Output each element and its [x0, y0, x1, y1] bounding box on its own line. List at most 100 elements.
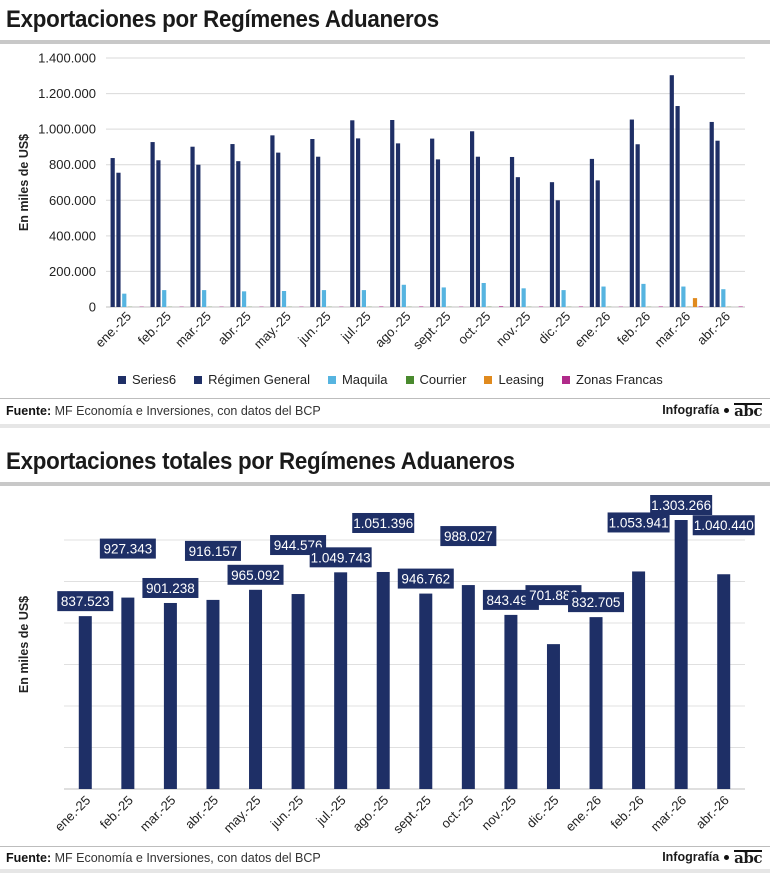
x-tick-label: mar.-26	[651, 309, 693, 351]
bar-r-gimen-general	[316, 156, 321, 307]
bar-r-gimen-general	[675, 106, 680, 307]
total-bar	[717, 574, 731, 789]
data-label-box	[309, 547, 372, 568]
x-tick-label: jul.-25	[312, 793, 348, 829]
data-label: 837.523	[61, 594, 110, 609]
top-source-text: MF Economía e Inversiones, con datos del…	[54, 404, 321, 418]
legend-label: Zonas Francas	[576, 372, 663, 387]
top-credit-text: Infografía	[662, 403, 720, 417]
top-title-rule	[0, 40, 770, 44]
bar-series6	[230, 144, 235, 307]
top-credit: Infografía abc	[662, 402, 762, 420]
legend-label: Courrier	[419, 372, 467, 387]
bar-series6	[310, 139, 315, 307]
total-bar	[376, 571, 390, 789]
total-bar	[121, 597, 135, 789]
y-tick-label: 1.200.000	[38, 86, 96, 101]
x-tick-label: abr.-25	[182, 793, 221, 832]
legend-item: Maquila	[327, 372, 388, 387]
bar-r-gimen-general	[475, 156, 481, 307]
x-tick-label: mar.-26	[648, 793, 690, 835]
bottom-chart-title: Exportaciones totales por Regímenes Adua…	[6, 448, 515, 475]
bar-zonas-francas	[538, 306, 544, 307]
data-label-box	[568, 592, 625, 613]
x-tick-label: ene.-25	[52, 793, 94, 835]
bar-r-gimen-general	[355, 138, 361, 307]
y-axis-label: En miles de US$	[17, 596, 31, 693]
legend-swatch	[118, 375, 126, 384]
bar-zonas-francas	[578, 306, 584, 307]
data-label-box	[650, 495, 713, 515]
bottom-source: Fuente: MF Economía e Inversiones, con d…	[6, 851, 321, 865]
x-tick-label: ago.-25	[372, 309, 414, 351]
bar-maquila	[641, 283, 646, 307]
bottom-credit-text: Infografía	[662, 850, 720, 864]
bar-series6	[110, 158, 115, 307]
abc-logo: abc	[734, 402, 762, 420]
total-bar	[163, 602, 177, 789]
y-tick-label: 200.000	[49, 264, 96, 279]
legend-swatch	[194, 375, 203, 384]
x-tick-label: sept.-25	[410, 309, 454, 353]
bar-series6	[350, 120, 355, 307]
legend-item: Leasing	[484, 372, 544, 387]
total-bar	[632, 571, 646, 789]
y-tick-label: 1.000.000	[38, 122, 96, 137]
data-label: 965.092	[231, 568, 280, 583]
top-bar-chart: 0 200.000 400.000 600.000 800.000 1.000.000 1.…	[17, 51, 745, 353]
data-label: 927.343	[103, 542, 152, 557]
legend-swatch	[562, 375, 571, 384]
total-bar	[461, 585, 475, 789]
legend-label: Series6	[132, 372, 177, 387]
x-tick-label: abr.-26	[693, 793, 732, 832]
data-label-box	[397, 568, 454, 589]
legend-item: Courrier	[405, 372, 467, 387]
bar-maquila	[401, 284, 406, 307]
bar-maquila	[681, 286, 686, 307]
legend-swatch	[327, 375, 336, 384]
bar-series6	[430, 138, 435, 307]
bar-r-gimen-general	[276, 152, 281, 307]
data-label-box	[227, 564, 284, 585]
x-tick-label: oct.-25	[438, 793, 477, 832]
bar-zonas-francas	[738, 306, 743, 307]
bar-r-gimen-general	[635, 144, 640, 307]
x-tick-label: ene.-26	[562, 793, 604, 835]
x-tick-label: ene.-26	[572, 309, 614, 351]
bar-series6	[629, 119, 634, 307]
bar-maquila	[361, 290, 366, 307]
x-tick-label: feb.-25	[135, 309, 174, 348]
x-tick-label: mar.-25	[137, 793, 179, 835]
data-label-box	[352, 512, 415, 533]
top-source-label: Fuente:	[6, 404, 52, 418]
bar-r-gimen-general	[515, 177, 520, 307]
x-tick-label: abr.-26	[694, 309, 733, 348]
y-tick-label: 600.000	[49, 193, 96, 208]
x-tick-label: feb.-26	[607, 793, 646, 832]
data-label-box	[607, 512, 670, 533]
top-source-rule	[0, 398, 770, 399]
data-label: 701.883	[529, 588, 578, 603]
x-tick-label: jul.-25	[337, 309, 373, 345]
data-label-box	[482, 589, 539, 610]
top-chart-legend: Series6 Régimen General Maquila Courrier Lea…	[118, 372, 663, 387]
total-bar	[589, 617, 603, 789]
data-label-box	[57, 591, 114, 612]
total-bar	[546, 644, 560, 789]
bottom-credit: Infografía abc	[662, 850, 762, 866]
data-label: 1.303.266	[651, 498, 711, 513]
data-label: 1.053.941	[609, 515, 669, 530]
bar-series6	[549, 182, 555, 307]
panel-separator	[0, 424, 770, 428]
bar-series6	[669, 75, 674, 307]
legend-label: Leasing	[498, 372, 545, 387]
bar-r-gimen-general	[595, 180, 600, 307]
bar-zonas-francas	[499, 306, 504, 307]
bar-series6	[470, 131, 475, 307]
y-tick-label: 1.400.000	[38, 51, 96, 66]
bar-zonas-francas	[379, 306, 384, 307]
x-tick-label: mar.-25	[172, 309, 214, 351]
data-label: 1.049.743	[311, 550, 371, 565]
data-label: 901.238	[146, 581, 195, 596]
legend-item: Zonas Francas	[562, 372, 663, 387]
